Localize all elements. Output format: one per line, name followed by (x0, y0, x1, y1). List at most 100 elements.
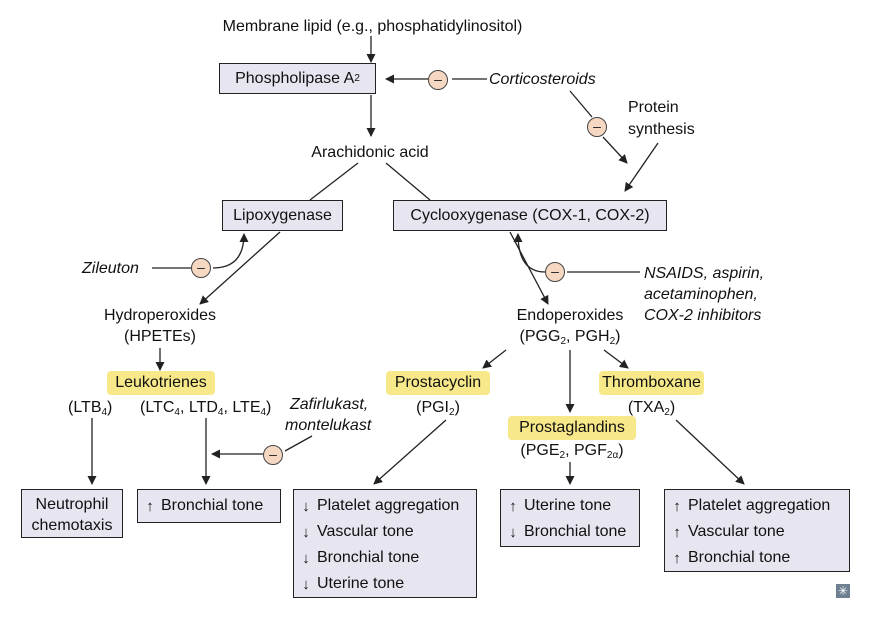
effect-row: ↑ Platelet aggregation (665, 493, 849, 519)
effect-row: ↑ Vascular tone (665, 519, 849, 545)
nsaids-line-2: acetaminophen, (644, 286, 758, 303)
txa-text: (TXA (627, 399, 665, 416)
line-zafirlukast-to-inhibitor (284, 435, 313, 452)
bronchial-tone-up-box: ↑ Bronchial tone (137, 489, 281, 523)
zileuton-label: Zileuton (82, 260, 139, 277)
prostacyclin-highlight (386, 371, 490, 395)
effect-row: ↓ Bronchial tone (501, 519, 639, 545)
effect-label: Uterine tone (317, 575, 405, 592)
arrow-up-icon: ↑ (673, 523, 681, 541)
prostaglandins-highlight (508, 416, 636, 440)
arrow-inhibitor2-to-protein (602, 136, 628, 164)
pge-text: (PGE (520, 442, 560, 459)
effect-label: Bronchial tone (688, 549, 791, 566)
arrow-down-icon: ↓ (302, 523, 310, 541)
ltc-sub: 4 (174, 407, 180, 418)
pgg-sub: 2 (560, 336, 566, 347)
ltc4-ltd4-lte4-label: (LTC4, LTD4, LTE4) (140, 398, 272, 418)
ltb-text: (LTB (68, 399, 102, 416)
arachidonic-acid-label: Arachidonic acid (311, 144, 429, 161)
prostaglandins-label: Prostaglandins (519, 419, 625, 436)
arrow-endoperoxides-to-prostacyclin (482, 349, 507, 369)
leukotrienes-label: Leukotrienes (115, 374, 207, 391)
pgi2-label: (PGI2) (386, 398, 490, 418)
arrow-up-icon: ↑ (146, 497, 154, 515)
effect-label: Uterine tone (524, 497, 612, 514)
nsaids-line-1: NSAIDS, aspirin, (644, 265, 765, 282)
ltd-sub: 4 (217, 407, 224, 418)
pgh-text: , PGH (566, 328, 610, 345)
pge2-pgf2a-label: (PGE2, PGF2α) (498, 441, 646, 461)
zafirlukast-line-1: Zafirlukast, (290, 396, 369, 413)
prostacyclin-label: Prostacyclin (394, 374, 482, 391)
effect-row: ↓ Bronchial tone (294, 545, 476, 571)
thromboxane-highlight (599, 371, 704, 395)
neutrophil-line-1: Neutrophil (35, 496, 109, 513)
ltb4-label: (LTB4) (68, 398, 113, 418)
effect-row: ↓ Platelet aggregation (294, 493, 476, 519)
pgi-close: ) (454, 399, 460, 416)
txa-sub: 2 (664, 407, 670, 418)
pgi-text: (PGI (416, 399, 449, 416)
effect-row: ↑ Bronchial tone (138, 493, 280, 519)
hydroperoxides-label: Hydroperoxides (103, 307, 217, 324)
hpetes-label: (HPETEs) (124, 328, 196, 345)
arrow-down-icon: ↓ (509, 523, 517, 541)
inhibit-zileuton: – (191, 258, 211, 278)
cyclooxygenase-box: Cyclooxygenase (COX-1, COX-2) (393, 200, 667, 231)
arrow-cox-to-endoperoxides (509, 231, 549, 305)
txa2-label: (TXA2) (599, 398, 704, 418)
phospholipase-label: Phospholipase A (235, 69, 355, 87)
lte-text: , LTE (223, 399, 261, 416)
ltc-text: (LTC (140, 399, 175, 416)
thromboxane-effects-box: ↑ Platelet aggregation ↑ Vascular tone ↑ Br… (664, 489, 850, 572)
effect-row: ↓ Vascular tone (294, 519, 476, 545)
pge-sub: 2 (559, 450, 566, 461)
prostaglandins-effects-box: ↑ Uterine tone ↓ Bronchial tone (500, 489, 640, 547)
effect-label: Bronchial tone (317, 549, 420, 566)
line-corticosteroids-to-inhibitor2 (569, 90, 593, 118)
membrane-lipid-label: Membrane lipid (e.g., phosphatidylinosit… (222, 18, 523, 35)
prostacyclin-effects-box: ↓ Platelet aggregation ↓ Vascular tone ↓ Br… (293, 489, 477, 598)
inhibit-zafirlukast: – (263, 445, 283, 465)
thromboxane-label: Thromboxane (602, 374, 701, 391)
line-arachidonic-to-lipoxygenase (309, 162, 359, 201)
inhibit-corticosteroids-pla2: – (428, 70, 448, 90)
arrow-nsaids-inhibitor-to-cox (513, 233, 546, 273)
lte-close: ) (266, 399, 272, 416)
ltd-text: , LTD (179, 399, 218, 416)
effect-row: ↓ Uterine tone (294, 571, 476, 597)
pgf-close: ) (618, 442, 624, 459)
inhibit-corticosteroids-protein: – (587, 117, 607, 137)
zafirlukast-line-2: montelukast (285, 417, 372, 434)
arrow-zileuton-inhibitor-to-lipoxygenase (212, 233, 249, 269)
protein-label: Protein (628, 99, 679, 116)
ltb-sub: 4 (101, 407, 108, 418)
arrow-protein-to-cox (624, 142, 659, 192)
effect-label: Bronchial tone (161, 497, 264, 514)
pgg-pgh-label: (PGG2, PGH2) (490, 327, 650, 347)
effect-label: Bronchial tone (524, 523, 627, 540)
synthesis-label: synthesis (628, 121, 695, 138)
lipoxygenase-box: Lipoxygenase (222, 200, 343, 231)
endoperoxides-label: Endoperoxides (516, 307, 624, 324)
asterisk-icon[interactable]: ✳ (836, 584, 850, 598)
pgh-sub: 2 (609, 336, 616, 347)
effect-label: Platelet aggregation (317, 497, 460, 514)
effect-label: Vascular tone (688, 523, 785, 540)
arrow-down-icon: ↓ (302, 575, 310, 593)
arrow-endoperoxides-to-thromboxane (603, 349, 629, 369)
inhibit-nsaids: – (545, 262, 565, 282)
txa-close: ) (669, 399, 676, 416)
nsaids-line-3: COX-2 inhibitors (644, 307, 762, 324)
effect-row: ↑ Uterine tone (501, 493, 639, 519)
arrow-lipoxygenase-to-hydroperoxides (199, 231, 281, 305)
arrow-txa2-to-effects (675, 419, 745, 485)
arrow-up-icon: ↑ (673, 549, 681, 567)
ltb-close: ) (107, 399, 113, 416)
pgh-close: ) (615, 328, 621, 345)
line-arachidonic-to-cox (385, 162, 431, 201)
arrow-down-icon: ↓ (302, 497, 310, 515)
